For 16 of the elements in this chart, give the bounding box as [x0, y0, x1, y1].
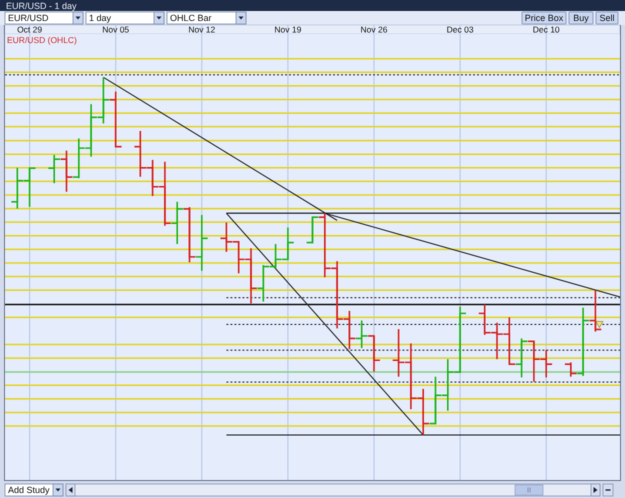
button: Sell — [596, 12, 618, 24]
chart-title: EUR/USD - 1 day — [6, 1, 78, 11]
x-tick-label: Nov 12 — [188, 24, 216, 34]
x-tick-label: Nov 05 — [102, 24, 130, 34]
x-tick-label: Dec 03 — [446, 24, 474, 34]
button: Buy — [568, 12, 594, 24]
x-tick-label: Dec 10 — [532, 24, 560, 34]
dropdown: Add Study — [4, 484, 64, 496]
x-tick-label: Nov 19 — [274, 24, 302, 34]
dropdown: OHLC Bar — [166, 12, 246, 24]
dropdown: EUR/USD — [4, 12, 84, 24]
x-tick-label: Nov 26 — [360, 24, 388, 34]
x-tick-label: Oct 29 — [17, 24, 42, 34]
button: Price Box — [522, 12, 566, 24]
dropdown: 1 day — [86, 12, 164, 24]
text: EUR/USD (OHLC) — [7, 35, 78, 45]
